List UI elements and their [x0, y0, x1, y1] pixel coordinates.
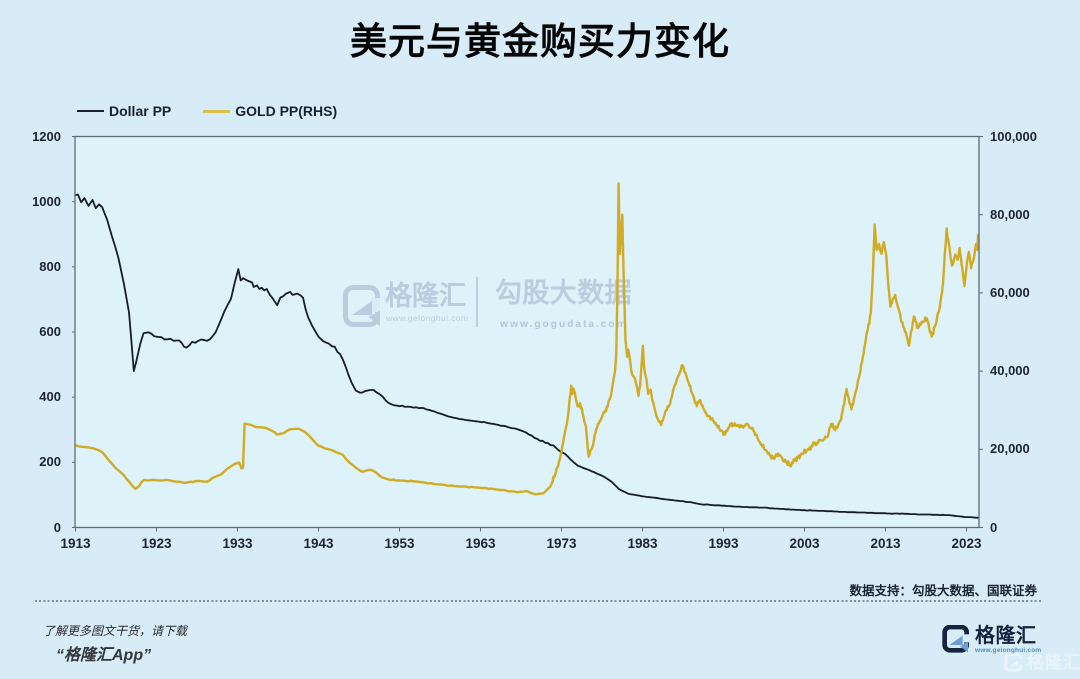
gelonghui-logo-icon [942, 625, 970, 653]
y-right-tick-label: 60,000 [990, 284, 1030, 300]
page-title: 美元与黄金购买力变化 [350, 21, 730, 62]
chart-legend: Dollar PP GOLD PP(RHS) [77, 102, 337, 120]
dollar-line-sample-icon [77, 110, 104, 112]
center-watermark: 格隆汇 www.gelonghui.com 勾股大数据 www.gogudata… [343, 276, 643, 338]
y-left-tick-label: 200 [39, 454, 61, 470]
y-right-tick-label: 100,000 [990, 128, 1037, 144]
footer-brand: 格隆汇 www.gelonghui.com [942, 625, 1041, 654]
y-left-tick-label: 400 [39, 389, 61, 405]
x-tick-label: 1983 [627, 536, 658, 551]
footer-brand-name: 格隆汇 [975, 625, 1037, 647]
series-line-gold [74, 182, 980, 496]
y-left-tick-label: 800 [39, 258, 61, 274]
y-right-tick-label: 20,000 [990, 441, 1030, 457]
x-tick-label: 2003 [789, 536, 820, 551]
watermark-brand: 格隆汇 [385, 281, 466, 311]
corner-watermark-text: 格隆汇 [1027, 653, 1080, 672]
y-left-tick-label: 1200 [32, 128, 61, 144]
y-right-tick-label: 40,000 [990, 363, 1030, 379]
footer-promo-line2: “格隆汇App” [56, 647, 152, 664]
gelonghui-logo-icon [343, 285, 380, 327]
watermark-divider [476, 277, 478, 327]
y-right-tick-label: 80,000 [990, 206, 1030, 222]
footer-divider [35, 600, 1042, 602]
x-tick-label: 1933 [222, 536, 253, 551]
y-right-tick-label: 0 [990, 519, 998, 535]
corner-watermark: 格隆汇 [1004, 653, 1080, 672]
footer-brand-site: www.gelonghui.com [975, 647, 1042, 654]
watermark-product: 勾股大数据 [495, 278, 632, 308]
x-tick-label: 1913 [60, 536, 91, 551]
series-line-dollar [74, 193, 979, 519]
gelonghui-logo-icon [1004, 653, 1023, 672]
legend-label-gold: GOLD PP(RHS) [235, 103, 338, 119]
x-tick-label: 1993 [708, 536, 739, 551]
x-tick-label: 1973 [546, 536, 577, 551]
y-left-tick-label: 1000 [32, 193, 61, 209]
y-left-tick-label: 600 [39, 324, 61, 339]
watermark-brand-site: www.gelonghui.com [386, 313, 469, 323]
x-tick-label: 1953 [384, 536, 415, 551]
footer-promo-line1: 了解更多图文干货，请下载 [43, 624, 188, 638]
x-tick-label: 1943 [303, 536, 334, 551]
source-note: 数据支持：勾股大数据、国联证券 [849, 584, 1037, 598]
gold-line-sample-icon [203, 109, 231, 113]
x-tick-label: 2023 [951, 536, 982, 551]
x-tick-label: 2013 [870, 536, 901, 551]
y-left-tick-label: 0 [53, 519, 61, 535]
x-tick-label: 1923 [141, 536, 172, 551]
legend-label-dollar: Dollar PP [109, 103, 172, 119]
watermark-product-site: www.gogudata.com [500, 318, 628, 330]
x-tick-label: 1963 [465, 536, 496, 551]
plot-area [75, 136, 979, 528]
